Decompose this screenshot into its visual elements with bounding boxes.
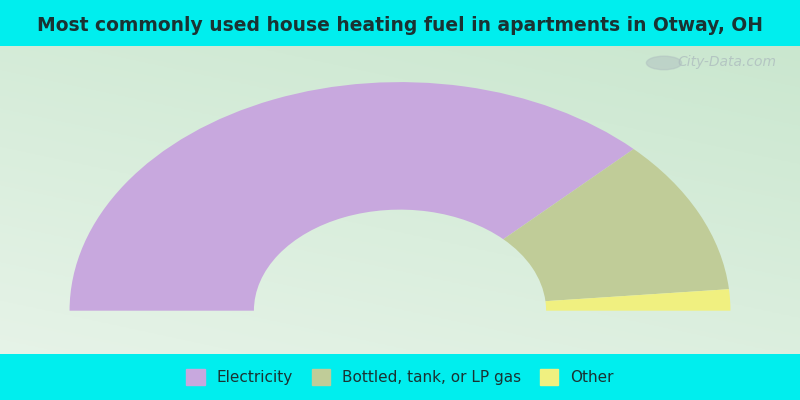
- Legend: Electricity, Bottled, tank, or LP gas, Other: Electricity, Bottled, tank, or LP gas, O…: [186, 369, 614, 385]
- Wedge shape: [503, 149, 729, 301]
- Wedge shape: [546, 289, 730, 311]
- Text: City-Data.com: City-Data.com: [677, 55, 776, 69]
- Circle shape: [646, 56, 682, 70]
- Wedge shape: [70, 82, 634, 311]
- Text: Most commonly used house heating fuel in apartments in Otway, OH: Most commonly used house heating fuel in…: [37, 16, 763, 35]
